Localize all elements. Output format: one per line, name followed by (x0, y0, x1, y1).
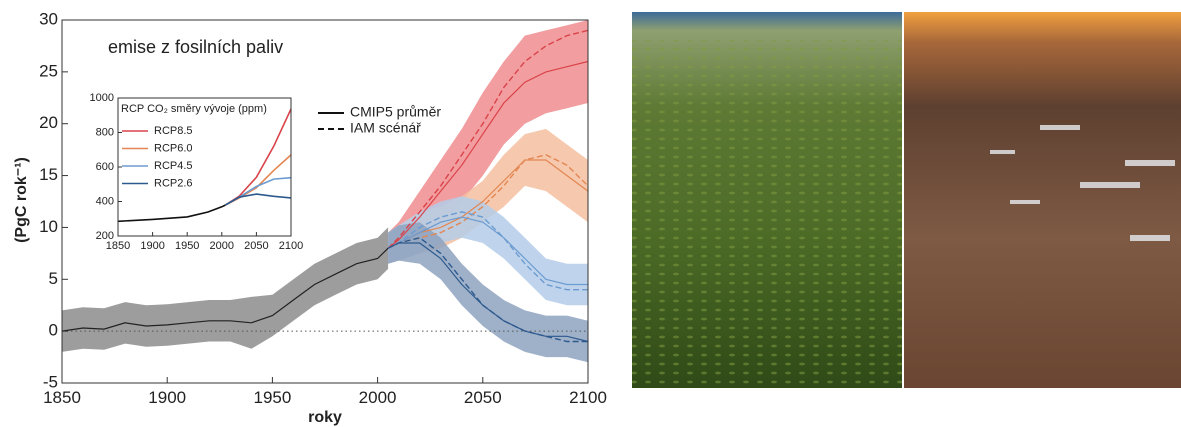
legend-label: CMIP5 průměr (350, 104, 441, 120)
mine-puddles (990, 125, 1175, 241)
legend-label: IAM scénář (350, 120, 421, 136)
series-line (224, 193, 292, 206)
spread-band (62, 227, 389, 352)
y-tick-label: -5 (43, 372, 58, 391)
y-tick-label: 15 (39, 165, 58, 184)
y-tick-label: 600 (96, 161, 114, 173)
legend-label: RCP4.5 (154, 160, 193, 172)
x-tick-label: 2050 (464, 388, 502, 407)
x-tick-label: 1950 (253, 388, 291, 407)
y-tick-label: 30 (39, 9, 58, 28)
x-tick-label: 1950 (175, 240, 199, 252)
plot-frame (61, 19, 589, 384)
iam-line (387, 154, 589, 249)
x-tick-label: 1900 (148, 388, 186, 407)
y-tick-label: 20 (39, 113, 58, 132)
y-tick-label: 0 (49, 321, 58, 340)
inset-title: RCP CO₂ směry vývoje (ppm) (121, 103, 267, 115)
annotation: emise z fosilních paliv (108, 37, 283, 57)
x-tick-label: 2100 (279, 240, 303, 252)
y-axis-label: (PgC rok⁻¹) (13, 157, 30, 243)
mine-photo (904, 12, 1181, 388)
x-tick-label: 2000 (210, 240, 234, 252)
series-line (117, 204, 226, 223)
x-tick-label: 1850 (43, 388, 81, 407)
iam-line (387, 29, 589, 249)
legend-label: RCP6.0 (154, 142, 193, 154)
x-tick-label: 2050 (244, 240, 268, 252)
y-tick-label: 25 (39, 61, 58, 80)
y-tick-label: 400 (96, 195, 114, 207)
legend-label: RCP2.6 (154, 177, 193, 189)
spread-band (388, 20, 588, 264)
x-tick-label: 2000 (359, 388, 397, 407)
x-tick-label: 1900 (140, 240, 164, 252)
x-tick-label: 2100 (569, 388, 607, 407)
iam-line (387, 211, 588, 291)
y-tick-label: 10 (39, 217, 58, 236)
series-line (387, 216, 588, 286)
y-tick-label: 800 (96, 126, 114, 138)
series-line (61, 247, 389, 332)
iam-line (387, 237, 588, 343)
series-line (387, 60, 589, 249)
x-tick-label: 1850 (106, 240, 130, 252)
y-tick-label: 200 (96, 230, 114, 242)
forest-texture (632, 40, 902, 388)
x-axis-label: roky (308, 409, 342, 426)
y-tick-label: 1000 (90, 92, 114, 104)
legend-label: RCP8.5 (154, 125, 193, 137)
inset-background (88, 86, 298, 262)
y-tick-label: 5 (49, 269, 58, 288)
